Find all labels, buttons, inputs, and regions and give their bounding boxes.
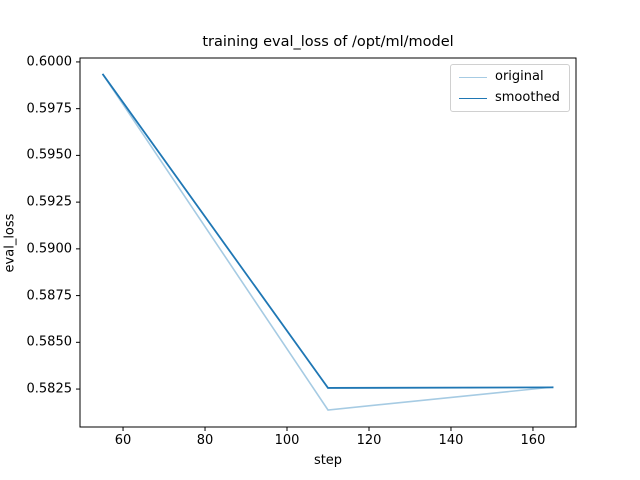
legend-label-original: original bbox=[495, 69, 544, 84]
y-tick-label: 0.5875 bbox=[26, 288, 73, 304]
y-tick-label: 0.5925 bbox=[26, 194, 73, 210]
legend-swatch-original bbox=[459, 77, 487, 78]
x-tick-label: 80 bbox=[196, 433, 214, 448]
y-tick-label: 0.5900 bbox=[26, 241, 73, 257]
axes-frame bbox=[79, 57, 577, 428]
y-tick-label: 0.5850 bbox=[26, 334, 73, 350]
legend-item-original: original bbox=[451, 67, 569, 87]
series-line-smoothed bbox=[101, 73, 554, 389]
y-tick-label: 0.5975 bbox=[26, 101, 73, 117]
chart-title: training eval_loss of /opt/ml/model bbox=[202, 34, 454, 50]
y-tick-label: 0.5825 bbox=[26, 381, 73, 397]
x-axis-label: step bbox=[313, 453, 343, 468]
x-tick-label: 100 bbox=[274, 433, 300, 448]
x-tick-label: 140 bbox=[438, 433, 464, 448]
legend: original smoothed bbox=[450, 64, 570, 112]
y-tick-label: 0.5950 bbox=[26, 147, 73, 163]
tick-marks bbox=[76, 61, 534, 431]
series-line-original bbox=[101, 73, 554, 411]
x-tick-label: 60 bbox=[114, 433, 132, 448]
x-tick-label: 120 bbox=[356, 433, 382, 448]
x-tick-label: 160 bbox=[520, 433, 546, 448]
y-tick-label: 0.6000 bbox=[26, 54, 73, 70]
legend-swatch-smoothed bbox=[459, 98, 487, 99]
legend-item-smoothed: smoothed bbox=[451, 88, 569, 108]
series-layer bbox=[101, 73, 554, 411]
legend-label-smoothed: smoothed bbox=[495, 90, 560, 105]
y-axis-label: eval_loss bbox=[2, 213, 18, 273]
